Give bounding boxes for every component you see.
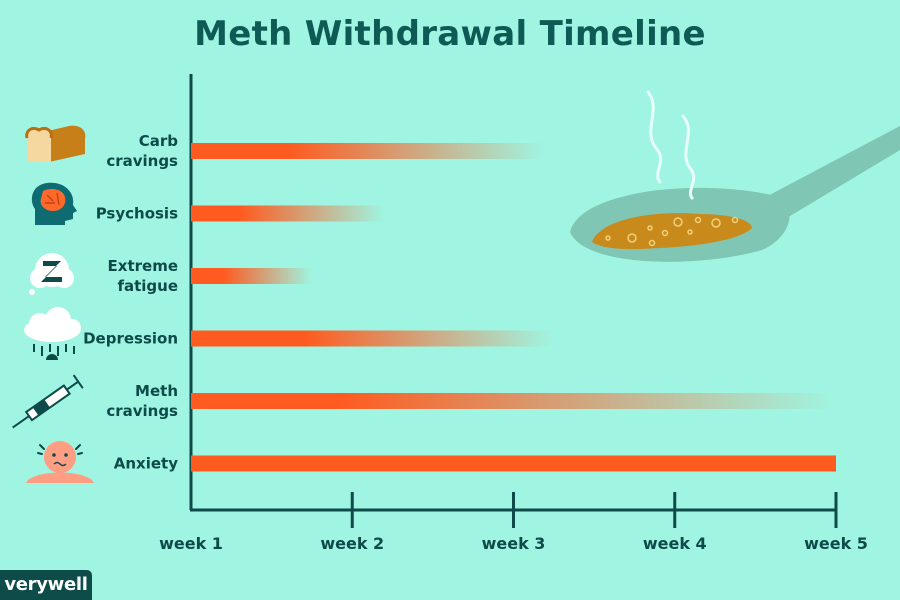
verywell-logo: verywell [0, 570, 92, 600]
category-label-depression: Depression [83, 330, 178, 348]
rain-cloud-icon [24, 307, 81, 360]
x-tick-label: week 5 [804, 534, 868, 553]
category-label-anxiety: Anxiety [114, 455, 178, 473]
x-tick-label: week 1 [159, 534, 223, 553]
syringe-icon [12, 374, 84, 429]
bar-meth-cravings [191, 393, 836, 409]
x-tick-label: week 3 [482, 534, 546, 553]
chart-title: Meth Withdrawal Timeline [194, 14, 706, 54]
spoon-illustration [570, 90, 900, 262]
category-label-psychosis: Psychosis [96, 205, 178, 223]
bar-anxiety [191, 455, 836, 472]
anxious-face-icon [26, 441, 94, 483]
head-brain-icon [31, 182, 77, 225]
bar-depression [191, 330, 554, 347]
x-tick-label: week 4 [643, 534, 707, 553]
category-label-carb-cravings: Carb cravings [106, 132, 178, 170]
bar-extreme-fatigue [191, 268, 312, 284]
sleep-bubble-icon [29, 253, 74, 295]
category-label-extreme-fatigue: Extreme fatigue [108, 257, 178, 295]
category-label-meth-cravings: Meth cravings [106, 382, 178, 420]
bar-carb-cravings [191, 143, 546, 159]
x-tick-label: week 2 [320, 534, 384, 553]
bar-psychosis [191, 205, 385, 222]
bread-icon [25, 125, 86, 162]
